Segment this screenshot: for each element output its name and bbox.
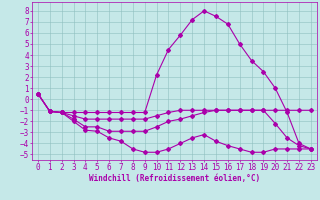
X-axis label: Windchill (Refroidissement éolien,°C): Windchill (Refroidissement éolien,°C) xyxy=(89,174,260,183)
